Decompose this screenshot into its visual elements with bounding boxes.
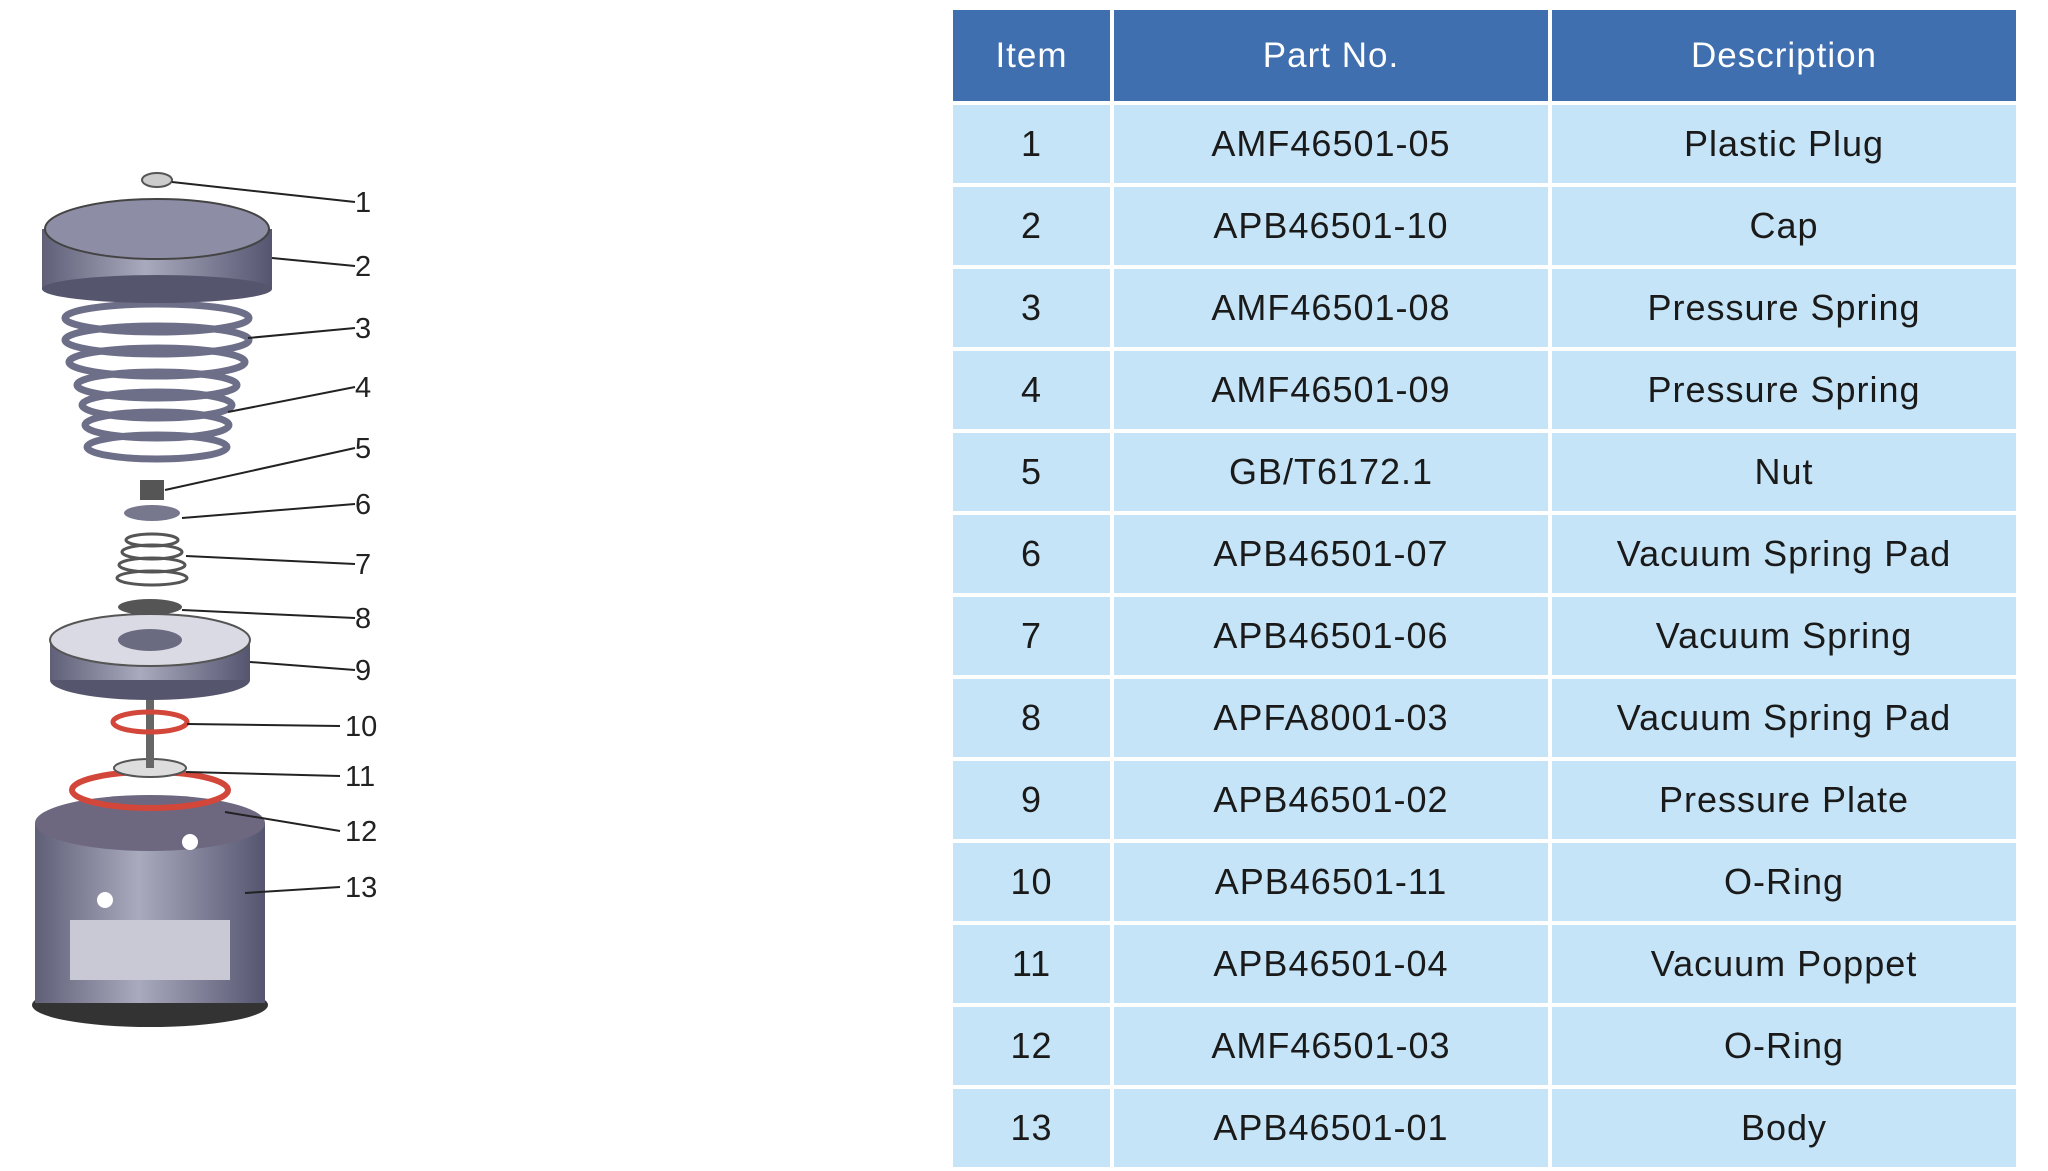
cell-part-no: AMF46501-08 [1114, 269, 1548, 347]
header-item: Item [953, 10, 1110, 101]
cell-part-no: APB46501-02 [1114, 761, 1548, 839]
table-row: 7 APB46501-06 Vacuum Spring [953, 597, 2016, 675]
table-header-row: Item Part No. Description [953, 10, 2016, 101]
cell-description: Vacuum Spring Pad [1552, 515, 2016, 593]
cell-part-no: APB46501-06 [1114, 597, 1548, 675]
table-row: 5 GB/T6172.1 Nut [953, 433, 2016, 511]
leader-lines [164, 181, 356, 894]
table-row: 12 AMF46501-03 O-Ring [953, 1007, 2016, 1085]
callout-8: 8 [355, 603, 371, 635]
callout-labels: 1 2 3 4 5 6 7 8 9 10 11 12 13 [345, 187, 377, 904]
callout-12: 12 [345, 816, 377, 848]
callout-9: 9 [355, 655, 371, 687]
vacuum-spring-pad-8 [118, 599, 182, 615]
cell-part-no: AMF46501-03 [1114, 1007, 1548, 1085]
plastic-plug [141, 172, 173, 188]
cell-item: 8 [953, 679, 1110, 757]
cell-item: 12 [953, 1007, 1110, 1085]
table-row: 4 AMF46501-09 Pressure Spring [953, 351, 2016, 429]
callout-4: 4 [355, 372, 371, 404]
cell-item: 13 [953, 1089, 1110, 1167]
body-part [32, 795, 268, 1027]
cell-part-no: GB/T6172.1 [1114, 433, 1548, 511]
cell-item: 3 [953, 269, 1110, 347]
cell-item: 7 [953, 597, 1110, 675]
cell-part-no: AMF46501-05 [1114, 105, 1548, 183]
pressure-springs [61, 300, 253, 463]
table-row: 3 AMF46501-08 Pressure Spring [953, 269, 2016, 347]
header-description: Description [1552, 10, 2016, 101]
callout-7: 7 [355, 549, 371, 581]
cell-description: Body [1552, 1089, 2016, 1167]
cell-part-no: APB46501-04 [1114, 925, 1548, 1003]
cell-part-no: APB46501-10 [1114, 187, 1548, 265]
cell-description: Nut [1552, 433, 2016, 511]
o-ring-small [110, 709, 190, 735]
cell-part-no: APB46501-07 [1114, 515, 1548, 593]
table-row: 1 AMF46501-05 Plastic Plug [953, 105, 2016, 183]
callout-13: 13 [345, 872, 377, 904]
cell-item: 10 [953, 843, 1110, 921]
table-row: 9 APB46501-02 Pressure Plate [953, 761, 2016, 839]
nut [140, 480, 164, 500]
table-row: 8 APFA8001-03 Vacuum Spring Pad [953, 679, 2016, 757]
cap [42, 198, 272, 303]
cell-description: Pressure Spring [1552, 269, 2016, 347]
vacuum-spring-pad-6 [124, 505, 180, 521]
callout-2: 2 [355, 251, 371, 283]
cell-item: 11 [953, 925, 1110, 1003]
callout-10: 10 [345, 711, 377, 743]
table-row: 6 APB46501-07 Vacuum Spring Pad [953, 515, 2016, 593]
cell-item: 5 [953, 433, 1110, 511]
callout-3: 3 [355, 313, 371, 345]
cell-item: 9 [953, 761, 1110, 839]
callout-1: 1 [355, 187, 371, 219]
cell-item: 2 [953, 187, 1110, 265]
callout-6: 6 [355, 489, 371, 521]
vacuum-spring [115, 532, 189, 587]
cell-description: Plastic Plug [1552, 105, 2016, 183]
cell-item: 4 [953, 351, 1110, 429]
cell-description: O-Ring [1552, 843, 2016, 921]
cell-description: Vacuum Spring [1552, 597, 2016, 675]
callout-5: 5 [355, 433, 371, 465]
cell-item: 1 [953, 105, 1110, 183]
cell-description: Cap [1552, 187, 2016, 265]
parts-table: Item Part No. Description 1 AMF46501-05 Pl… [949, 6, 2020, 1171]
cell-description: Pressure Plate [1552, 761, 2016, 839]
table-row: 2 APB46501-10 Cap [953, 187, 2016, 265]
cell-part-no: APB46501-11 [1114, 843, 1548, 921]
callout-11: 11 [345, 761, 375, 793]
table-row: 11 APB46501-04 Vacuum Poppet [953, 925, 2016, 1003]
cell-description: Vacuum Spring Pad [1552, 679, 2016, 757]
cell-part-no: APFA8001-03 [1114, 679, 1548, 757]
stem [146, 680, 154, 768]
table-row: 10 APB46501-11 O-Ring [953, 843, 2016, 921]
cell-item: 6 [953, 515, 1110, 593]
table-row: 13 APB46501-01 Body [953, 1089, 2016, 1167]
cell-description: Vacuum Poppet [1552, 925, 2016, 1003]
exploded-assembly-diagram: 1 2 3 4 5 6 7 8 9 10 11 12 13 [32, 172, 377, 1027]
cell-part-no: APB46501-01 [1114, 1089, 1548, 1167]
cell-description: O-Ring [1552, 1007, 2016, 1085]
cell-description: Pressure Spring [1552, 351, 2016, 429]
cell-part-no: AMF46501-09 [1114, 351, 1548, 429]
header-part-no: Part No. [1114, 10, 1548, 101]
pressure-plate [49, 613, 251, 700]
